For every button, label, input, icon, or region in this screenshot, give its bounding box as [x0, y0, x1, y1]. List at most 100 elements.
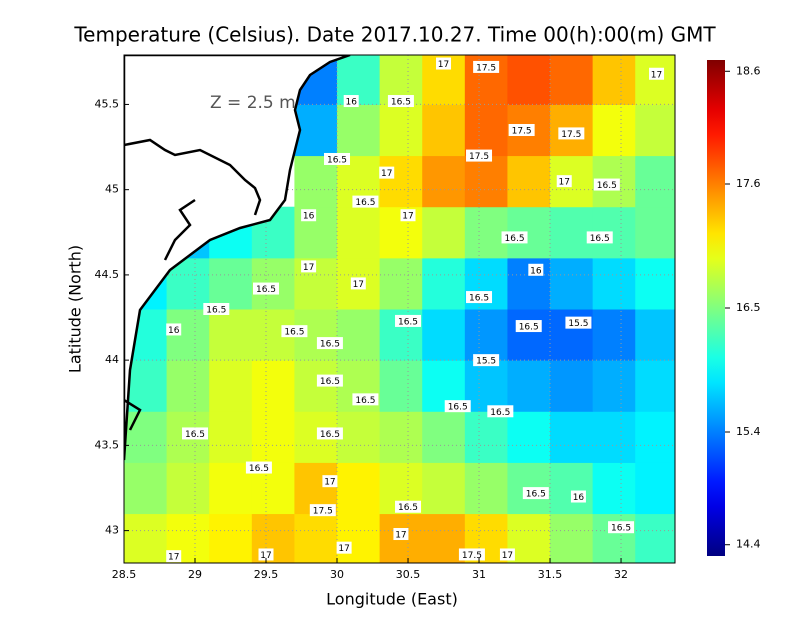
- contour-label-box: [350, 277, 366, 290]
- contour-label-box: [395, 314, 422, 327]
- contour-label: 17: [324, 478, 335, 488]
- contour-label: 16.5: [505, 234, 525, 244]
- cell: [635, 257, 675, 310]
- contour-label-box: [487, 405, 514, 418]
- cell: [379, 411, 423, 463]
- contour-label: 17: [402, 212, 413, 222]
- contour-label: 16.5: [355, 396, 375, 406]
- contour-label: 16.5: [256, 285, 276, 295]
- colorbar-tick-label: 15.4: [736, 425, 761, 438]
- cell: [294, 513, 338, 563]
- cell: [209, 360, 253, 412]
- cell: [379, 104, 423, 157]
- contour-label-box: [522, 487, 549, 500]
- x-tick-label: 31.5: [538, 568, 563, 581]
- contour-label-box: [343, 95, 359, 108]
- contour-label-box: [436, 57, 452, 70]
- cell: [337, 462, 381, 515]
- cell: [592, 309, 636, 361]
- cell: [422, 411, 466, 463]
- contour-label: 16.5: [519, 323, 539, 333]
- contour-label-box: [556, 175, 572, 188]
- contour-label: 17.5: [462, 551, 482, 561]
- contour-label: 16: [303, 212, 315, 222]
- cell: [592, 360, 636, 412]
- contour-label-box: [379, 166, 395, 179]
- cell: [592, 104, 636, 157]
- contour-label-box: [253, 282, 280, 295]
- cell: [550, 360, 594, 412]
- cell: [635, 462, 675, 515]
- contour-label: 16.5: [185, 430, 205, 440]
- contour-label: 17: [395, 531, 406, 541]
- contour-label: 16: [345, 98, 357, 108]
- contour-label: 17: [502, 551, 513, 561]
- contour-label: 16.5: [355, 198, 375, 208]
- coastline: [124, 55, 351, 461]
- contour-label-box: [336, 541, 352, 554]
- x-tick-label: 30.5: [396, 568, 421, 581]
- colorbar: [707, 60, 725, 556]
- cell: [251, 360, 295, 412]
- contour-label: 16.5: [398, 317, 418, 327]
- cell: [592, 462, 636, 515]
- contour-label-box: [322, 475, 338, 488]
- contour-label: 16.5: [320, 430, 340, 440]
- x-axis-label: Longitude (East): [326, 590, 458, 609]
- contour-label-box: [649, 67, 665, 80]
- cell: [507, 155, 551, 208]
- contour-label-box: [466, 149, 493, 162]
- cell: [592, 257, 636, 310]
- contour-label: 17.5: [313, 507, 333, 517]
- cell: [379, 360, 423, 412]
- contour-label-box: [458, 548, 485, 561]
- cell: [550, 411, 594, 463]
- contour-label: 15.5: [476, 357, 496, 367]
- cell: [507, 360, 551, 412]
- contour-label: 16.5: [206, 306, 226, 316]
- contour-label-box: [316, 374, 343, 387]
- contour-label: 16.5: [249, 464, 269, 474]
- cell: [124, 411, 168, 463]
- river-delta: [124, 138, 262, 216]
- cell: [337, 104, 381, 157]
- cell: [379, 257, 423, 310]
- x-tick-label: 32: [614, 568, 628, 581]
- cell: [337, 411, 381, 463]
- contour-label-box: [501, 231, 528, 244]
- cell: [209, 257, 253, 310]
- cell: [294, 104, 338, 157]
- cell: [507, 55, 551, 105]
- contour-label-box: [309, 504, 336, 517]
- contour-label: 16.5: [448, 403, 468, 413]
- cell: [464, 104, 508, 157]
- contour-label-box: [570, 490, 586, 503]
- contour-label-box: [258, 548, 274, 561]
- contour-label-box: [182, 427, 209, 440]
- contour-label: 17: [303, 263, 314, 273]
- contour-label-box: [301, 209, 317, 222]
- colorbar-tick-label: 18.6: [736, 64, 761, 77]
- contour-label: 17: [559, 178, 570, 188]
- contour-label: 17.5: [561, 130, 581, 140]
- contour-label: 16.5: [327, 155, 347, 165]
- y-tick-label: 43: [105, 524, 119, 537]
- cell: [209, 462, 253, 515]
- cell: [422, 206, 466, 259]
- contour-label: 16.5: [284, 328, 304, 338]
- cell: [550, 206, 594, 259]
- contour-label-box: [324, 152, 351, 165]
- contour-label-box: [466, 291, 493, 304]
- cell: [550, 55, 594, 105]
- chart-title: Temperature (Celsius). Date 2017.10.27. …: [73, 23, 716, 47]
- cell: [464, 206, 508, 259]
- cell: [507, 309, 551, 361]
- contour-label: 16.5: [469, 294, 489, 304]
- contour-label: 17: [338, 544, 349, 554]
- y-tick-label: 45: [105, 183, 119, 196]
- cell: [337, 309, 381, 361]
- cell: [422, 462, 466, 515]
- contour-label: 17: [168, 553, 179, 563]
- x-tick-label: 29.5: [254, 568, 279, 581]
- contour-label: 16: [530, 266, 542, 276]
